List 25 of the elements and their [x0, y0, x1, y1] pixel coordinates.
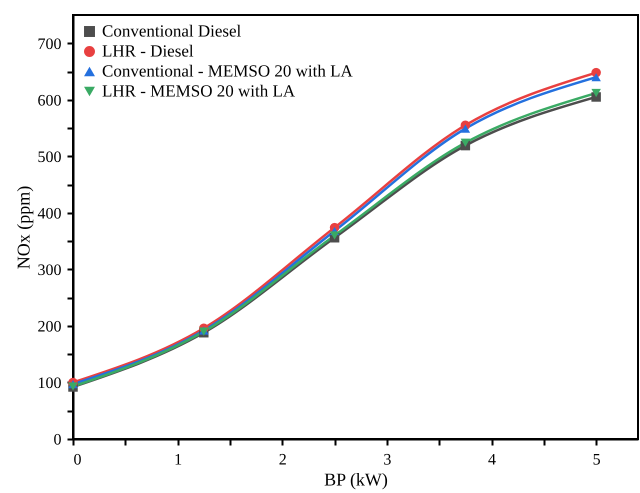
y-tick-label: 600: [38, 92, 62, 110]
y-tick-label: 0: [54, 432, 62, 448]
legend-label: Conventional - MEMSO 20 with LA: [102, 62, 354, 80]
x-axis-title: BP (kW): [324, 470, 388, 490]
legend-label: Conventional Diesel: [102, 22, 242, 40]
point: [460, 124, 470, 133]
legend-label: LHR - MEMSO 20 with LA: [102, 82, 296, 100]
point: [460, 138, 470, 147]
point: [330, 231, 340, 240]
y-tick-label: 400: [38, 205, 62, 222]
y-tick-label: 500: [38, 148, 62, 166]
x-tick-label: 2: [278, 452, 287, 468]
y-tick-label: 700: [38, 36, 62, 53]
y-tick-label: 100: [38, 374, 62, 392]
x-tick-label: 1: [174, 452, 182, 468]
x-tick-label: 3: [383, 452, 392, 468]
y-axis-title: NOx (ppm): [14, 186, 34, 270]
x-tick-label: 5: [592, 452, 601, 468]
y-tick-label: 200: [38, 318, 62, 336]
point: [591, 73, 601, 82]
point: [591, 88, 601, 98]
y-tick-label: 300: [38, 262, 62, 279]
x-tick-label: 0: [74, 452, 82, 468]
legend-label: LHR - Diesel: [102, 42, 194, 60]
x-tick-label: 4: [488, 452, 496, 468]
